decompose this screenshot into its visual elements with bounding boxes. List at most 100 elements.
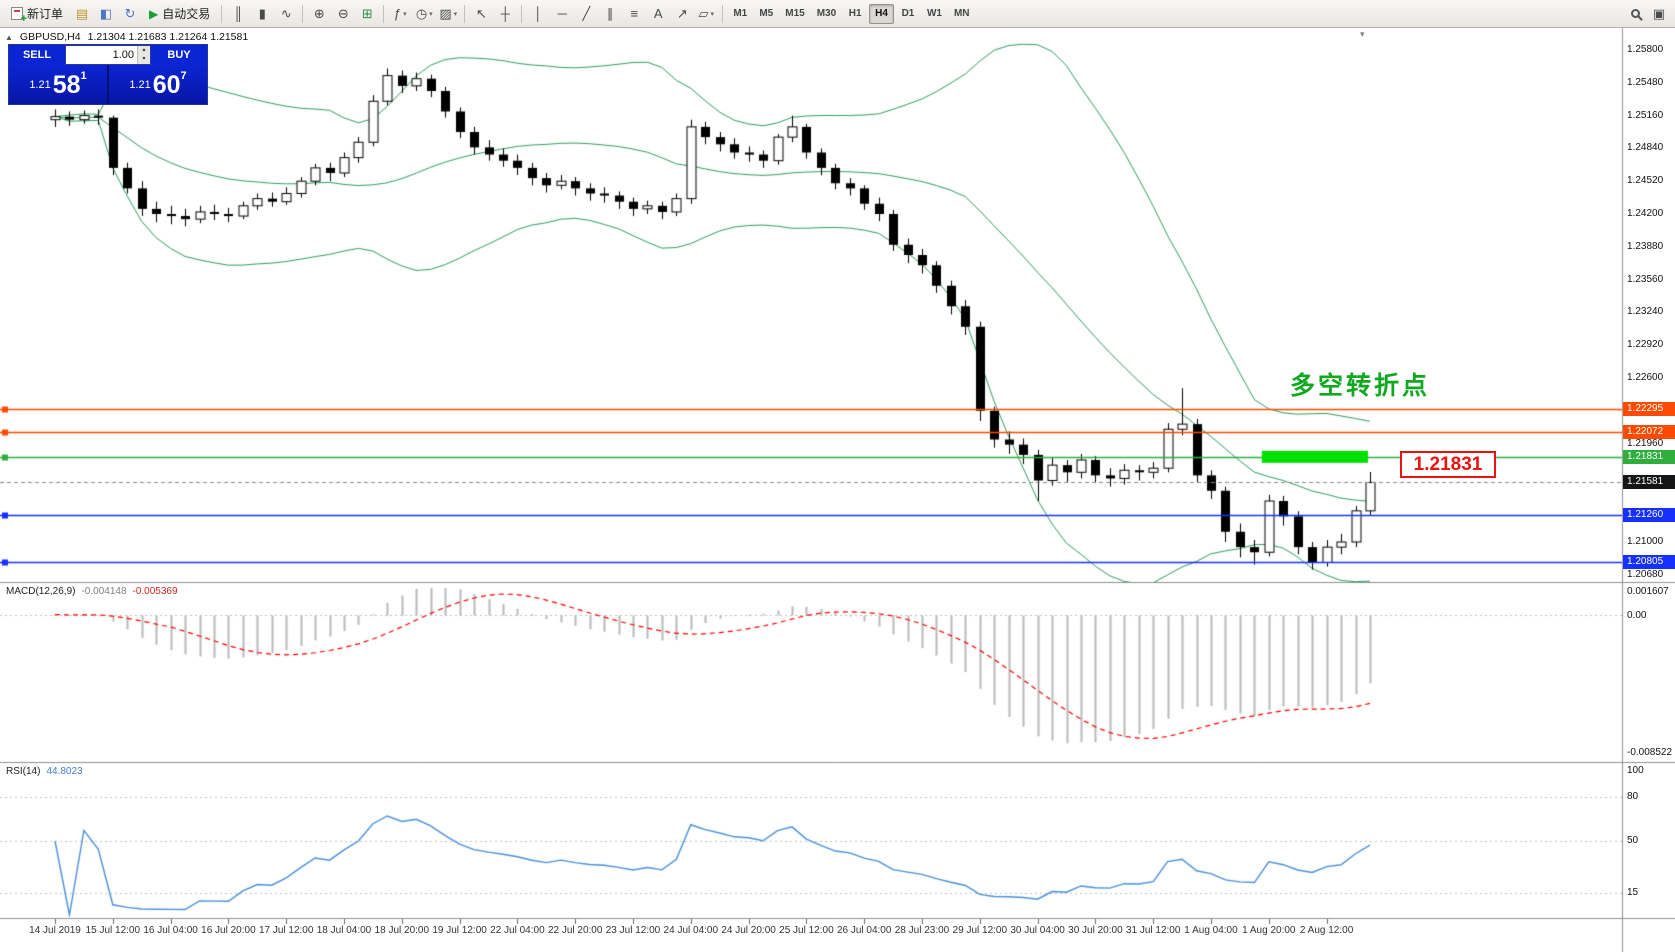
profiles-button[interactable]: ▤ [71,3,93,25]
market-watch-button[interactable]: ◧ [95,3,117,25]
trade-panel-divider [107,65,109,104]
toolbar-separator [302,4,304,23]
new-order-button[interactable]: 新订单 [5,3,69,25]
search-icon [1630,9,1640,18]
text-button[interactable]: A [647,3,669,25]
tile-windows-icon: ⊞ [361,5,373,21]
timeframe-button-m15[interactable]: M15 [785,8,805,19]
templates-button[interactable]: ▨ ▾ [437,3,459,25]
turning-point-annotation: 多空转折点 [1290,372,1431,400]
buy-price-big: 60 [152,70,181,99]
cursor-button[interactable]: ↖ [470,3,492,25]
buy-button[interactable]: 1.21 60 7 [109,65,207,104]
indicators-button[interactable]: ƒ ▾ [389,3,411,25]
volume-decrease-button[interactable]: ▾ [138,55,150,64]
market-watch-icon: ◧ [99,5,113,21]
shapes-icon: ▱ [698,5,709,21]
crosshair-button[interactable]: ┼ [494,3,516,25]
fibonacci-button[interactable]: ≡ [623,3,645,25]
new-window-button[interactable]: ▣ [1648,3,1670,25]
sell-tab-label: SELL [9,45,65,65]
rsi-name: RSI(14) [6,766,41,777]
symbol-header: ▲ GBPUSD,H4 1.21304 1.21683 1.21264 1.21… [5,31,248,43]
tile-windows-button[interactable]: ⊞ [356,3,378,25]
vertical-line-icon: │ [534,6,543,21]
zoom-out-icon: ⊖ [337,5,349,21]
equidistant-channel-button[interactable]: ∥ [599,3,621,25]
volume-input[interactable] [66,46,137,64]
timeframe-button-m1[interactable]: M1 [733,8,748,19]
line-chart-button[interactable]: ∿ [275,3,297,25]
toolbar-separator [722,4,724,23]
indicators-icon: ƒ [393,6,402,21]
timeframe-button-h4[interactable]: H4 [869,3,894,24]
text-icon: A [653,6,663,21]
auto-trading-button[interactable]: ▶ 自动交易 [143,3,216,25]
refresh-button[interactable]: ↻ [119,3,141,25]
zoom-in-button[interactable]: ⊕ [308,3,330,25]
symbol-period-label: GBPUSD,H4 [19,31,81,43]
buy-tab-label: BUY [151,45,207,65]
templates-icon: ▨ [439,5,452,21]
new-order-label: 新订单 [27,7,64,21]
timeframe-button-m5[interactable]: M5 [759,8,774,19]
dropdown-caret-icon: ▾ [710,10,715,18]
periodicity-icon: ◷ [415,5,428,21]
sell-price-big: 58 [52,70,81,99]
timeframe-button-w1[interactable]: W1 [926,8,942,19]
toolbar-separator [383,4,385,23]
equidistant-channel-icon: ∥ [607,5,614,21]
buy-price-small: 1.21 [129,78,151,91]
timeframe-button-h1[interactable]: H1 [848,8,862,19]
candlestick-chart-icon: ▮ [258,5,266,21]
horizontal-line-button[interactable]: ─ [551,3,573,25]
refresh-icon: ↻ [124,5,136,21]
crosshair-icon: ┼ [500,6,510,21]
macd-indicator-label: MACD(12,26,9) -0.004148 -0.005369 [6,586,178,597]
periodicity-button[interactable]: ◷ ▾ [413,3,435,25]
volume-field: ▴ ▾ [65,45,151,65]
sell-price-sup: 1 [80,70,87,82]
zoom-out-button[interactable]: ⊖ [332,3,354,25]
macd-signal-value: -0.005369 [132,586,178,597]
new-order-icon [11,7,27,25]
timeframe-button-m30[interactable]: M30 [816,8,837,19]
timeframe-button-d1[interactable]: D1 [901,8,915,19]
price-callout-box: 1.21831 [1400,451,1496,478]
bar-chart-button[interactable]: ║ [227,3,249,25]
buy-price-sup: 7 [180,70,187,82]
sell-price-small: 1.21 [29,78,51,91]
scroll-position-marker-icon: ▾ [1360,29,1365,39]
zoom-in-icon: ⊕ [313,5,325,21]
new-window-icon: ▣ [1652,5,1666,21]
volume-increase-button[interactable]: ▴ [138,46,150,55]
rsi-value: 44.8023 [46,766,83,777]
macd-main-value: -0.004148 [81,586,127,597]
shapes-button[interactable]: ▱ ▾ [695,3,717,25]
toolbar-separator [521,4,523,23]
cursor-icon: ↖ [475,5,487,21]
ohlc-values: 1.21304 1.21683 1.21264 1.21581 [87,31,249,43]
fibonacci-icon: ≡ [630,6,639,21]
vertical-line-button[interactable]: │ [527,3,549,25]
timeframe-button-mn[interactable]: MN [953,8,970,19]
rsi-indicator-label: RSI(14) 44.8023 [6,766,83,777]
trendline-icon: ╱ [582,5,591,21]
toolbar: 新订单▤◧↻▶自动交易║▮∿⊕⊖⊞ƒ▾◷▾▨▾↖┼│─╱∥≡A↗▱▾M1M5M1… [0,0,1675,28]
profiles-icon: ▤ [75,5,89,21]
auto-trading-label: 自动交易 [162,7,211,21]
candlestick-chart-button[interactable]: ▮ [251,3,273,25]
play-icon: ▶ [149,6,159,21]
volume-spinner: ▴ ▾ [137,46,150,64]
collapse-trade-panel-icon[interactable]: ▲ [5,32,13,42]
arrows-button[interactable]: ↗ [671,3,693,25]
line-chart-icon: ∿ [280,5,292,21]
trendline-button[interactable]: ╱ [575,3,597,25]
macd-name: MACD(12,26,9) [6,586,76,597]
arrows-icon: ↗ [676,5,688,21]
sell-button[interactable]: 1.21 58 1 [9,65,107,104]
search-button[interactable] [1624,3,1646,25]
